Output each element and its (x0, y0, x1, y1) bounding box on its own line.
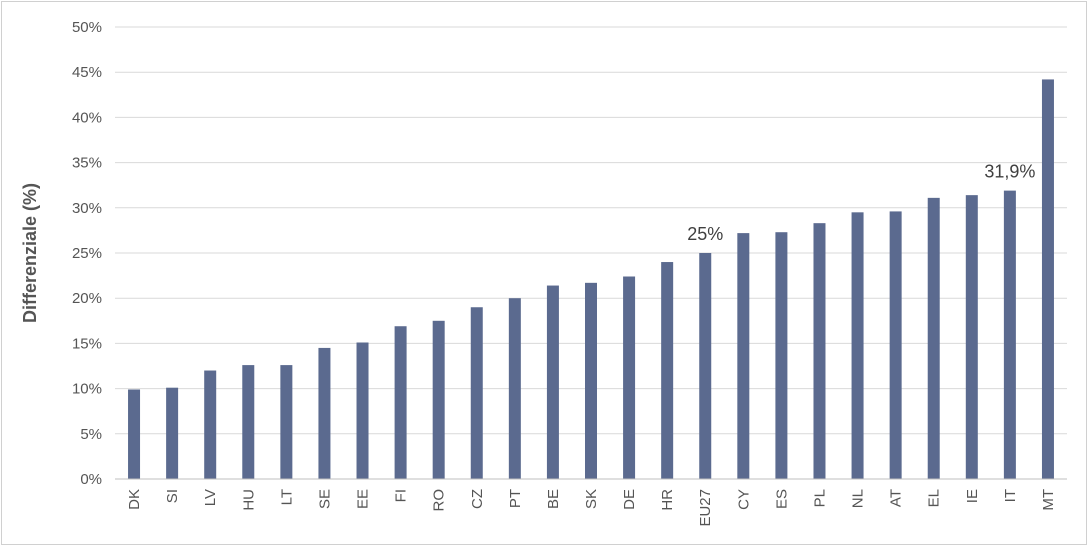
x-axis-ticks: DK SI LV HU LT SE EE FI RO CZ PT BE SK DE HR EU27 CY ES PL… (126, 489, 1057, 527)
x-tick-label: BE (545, 489, 562, 509)
gridlines (115, 26, 1067, 435)
data-labels: 25% 31,9% (687, 162, 1035, 244)
bar-pl (813, 223, 826, 479)
x-tick-label: IE (964, 489, 981, 503)
bar-ie (965, 195, 978, 480)
data-label-eu27: 25% (687, 224, 723, 244)
x-tick-label: MT (1040, 489, 1057, 511)
bar-si (166, 387, 179, 479)
bar-cz (470, 307, 483, 479)
y-tick-label: 5% (80, 426, 102, 443)
bar-sk (585, 282, 597, 479)
y-tick-label: 15% (72, 335, 102, 352)
x-tick-label: DK (126, 489, 143, 510)
bar-it (1003, 190, 1016, 479)
y-tick-label: 35% (72, 155, 102, 172)
bar-el (927, 197, 940, 479)
bar-hr (661, 262, 674, 479)
bar-fi (394, 326, 407, 479)
data-label-it: 31,9% (984, 162, 1035, 182)
bar-mt (1041, 79, 1054, 479)
x-tick-label: LT (278, 489, 295, 505)
bar-at (889, 211, 902, 479)
x-tick-label: FI (393, 489, 410, 502)
y-tick-label: 25% (72, 245, 102, 262)
x-tick-label: SK (583, 489, 600, 509)
y-tick-label: 30% (72, 200, 102, 217)
x-tick-label: CY (735, 489, 752, 510)
bar-be (546, 285, 559, 479)
x-tick-label: DE (621, 489, 638, 510)
x-tick-label: CZ (469, 489, 486, 509)
x-tick-label: NL (850, 489, 867, 508)
bar-lt (280, 365, 293, 479)
y-axis-ticks: 0% 5% 10% 15% 20% 25% 30% 35% 40% 45% 50% (72, 19, 102, 488)
bar-lv (204, 370, 217, 479)
x-tick-label: SI (164, 489, 181, 503)
bar-hu (242, 365, 255, 479)
x-tick-label: ES (773, 489, 790, 509)
x-tick-label: EL (926, 489, 943, 507)
bar-se (318, 347, 331, 479)
y-tick-label: 50% (72, 19, 102, 36)
x-tick-label: HR (659, 489, 676, 511)
bar-es (775, 232, 788, 479)
y-tick-label: 0% (80, 471, 102, 488)
bar-pt (508, 298, 521, 479)
x-tick-label: AT (888, 489, 905, 507)
bar-de (623, 276, 636, 479)
x-tick-label: PT (507, 489, 524, 508)
y-tick-label: 40% (72, 109, 102, 126)
y-tick-label: 45% (72, 64, 102, 81)
bar-ee (356, 342, 369, 479)
y-tick-label: 10% (72, 381, 102, 398)
bar-ro (432, 320, 445, 479)
x-tick-label: LV (202, 489, 219, 506)
x-tick-label: PL (811, 489, 828, 507)
x-tick-label: SE (316, 489, 333, 509)
bar-eu27 (699, 253, 712, 479)
x-tick-label: EU27 (697, 489, 714, 527)
x-tick-label: EE (355, 489, 372, 509)
y-axis-label: Differenziale (%) (20, 183, 40, 323)
bar-dk (128, 389, 141, 479)
x-tick-label: HU (240, 489, 257, 511)
y-tick-label: 20% (72, 290, 102, 307)
x-tick-label: IT (1002, 489, 1019, 502)
bars (128, 79, 1054, 480)
bar-cy (737, 233, 750, 479)
bar-nl (851, 212, 864, 479)
x-tick-label: RO (431, 489, 448, 512)
